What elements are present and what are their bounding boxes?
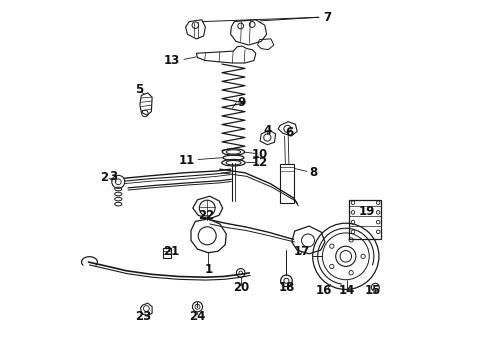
Text: 2: 2 [100, 171, 109, 184]
Text: 4: 4 [263, 124, 271, 137]
Bar [349, 200, 381, 239]
Text: 23: 23 [135, 310, 151, 323]
Text: 5: 5 [135, 83, 144, 96]
Text: 7: 7 [324, 11, 332, 24]
Text: 11: 11 [178, 154, 195, 167]
Text: 12: 12 [252, 156, 268, 168]
Text: 6: 6 [285, 126, 293, 139]
Text: 8: 8 [309, 166, 318, 179]
Text: 10: 10 [252, 148, 268, 161]
Text: 13: 13 [164, 54, 180, 67]
Text: 14: 14 [338, 284, 355, 297]
Text: 18: 18 [279, 281, 295, 294]
Text: 22: 22 [198, 209, 214, 222]
Text: 20: 20 [233, 281, 249, 294]
Text: 16: 16 [315, 284, 332, 297]
Text: 24: 24 [189, 310, 206, 323]
Text: 19: 19 [359, 205, 375, 218]
Text: 17: 17 [294, 245, 310, 258]
Text: 21: 21 [163, 245, 179, 258]
Bar [163, 248, 171, 258]
Text: 15: 15 [365, 284, 381, 297]
Text: 3: 3 [110, 170, 118, 183]
Bar [280, 164, 294, 203]
Text: 9: 9 [237, 96, 245, 109]
Text: 1: 1 [204, 263, 212, 276]
